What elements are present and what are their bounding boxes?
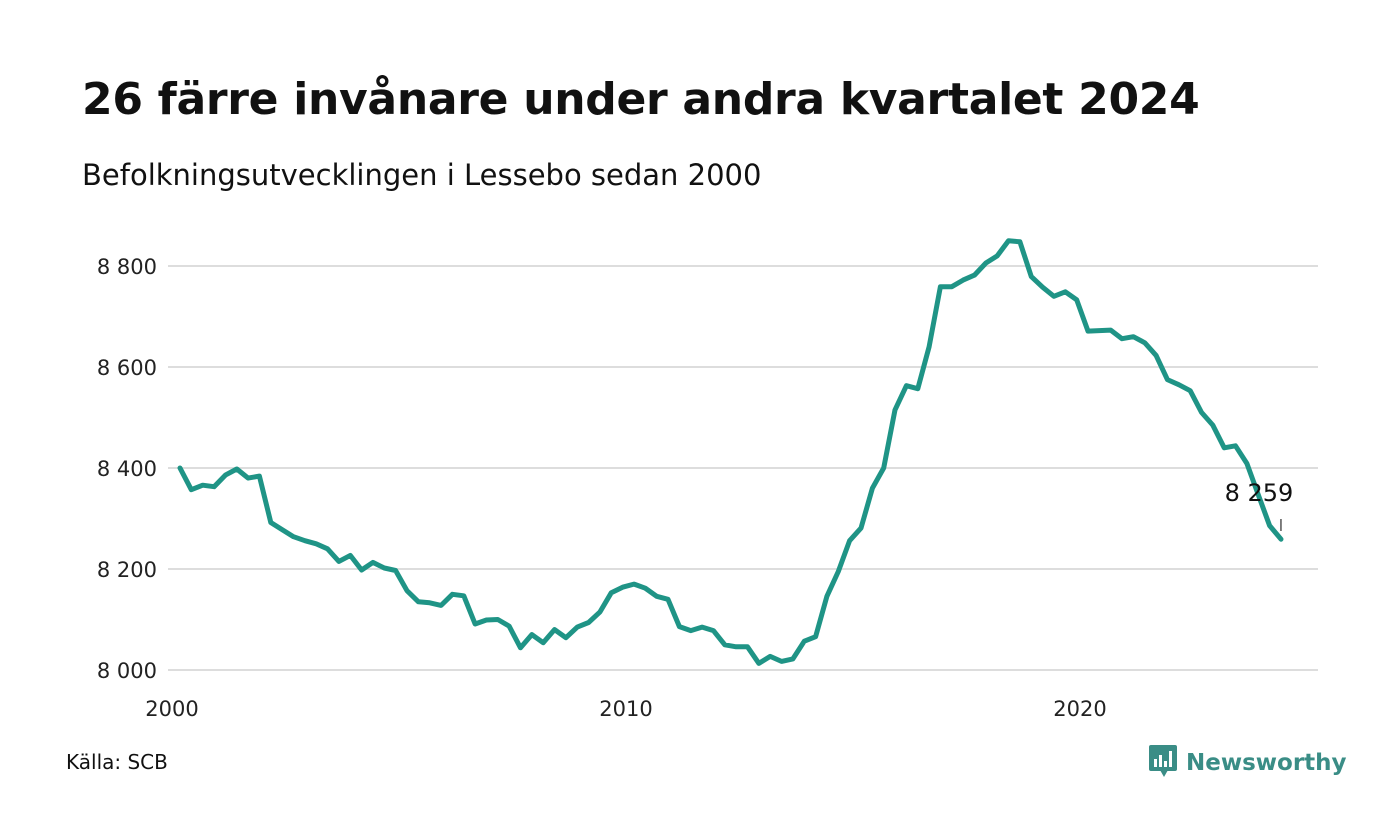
y-tick-label: 8 200 [97,558,157,582]
brand-name: Newsworthy [1186,750,1347,776]
chart-subtitle: Befolkningsutvecklingen i Lessebo sedan … [82,158,762,192]
series-line [177,238,1284,666]
y-tick-label: 8 800 [97,255,157,279]
source-label: Källa: SCB [66,750,168,774]
y-tick-label: 8 600 [97,356,157,380]
annotation-label: 8 259 [1225,479,1294,507]
x-tick-label: 2020 [1053,697,1106,721]
y-tick-label: 8 400 [97,457,157,481]
bar-chart-speech-icon [1148,744,1178,782]
brand-logo[interactable]: Newsworthy [1148,744,1347,782]
chart-title: 26 färre invånare under andra kvartalet … [82,74,1200,125]
y-tick-label: 8 000 [97,659,157,683]
x-tick-label: 2010 [599,697,652,721]
x-tick-label: 2000 [145,697,198,721]
